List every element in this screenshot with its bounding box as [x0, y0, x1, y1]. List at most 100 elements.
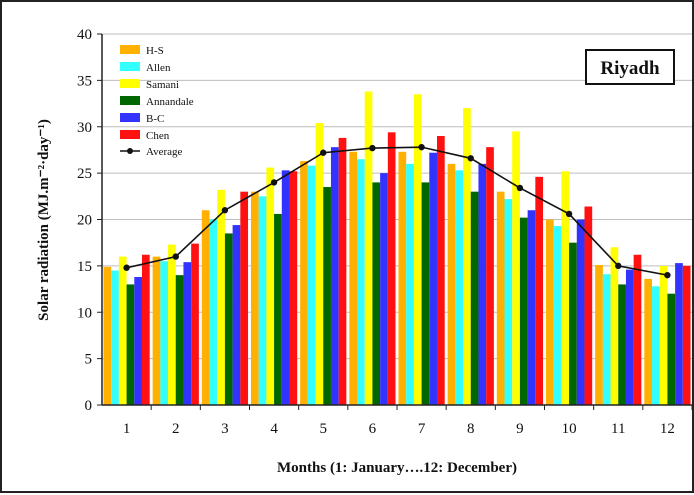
bar-samani [217, 189, 225, 405]
bar-annandale [569, 242, 577, 405]
average-marker [516, 184, 524, 192]
bar-allen [307, 165, 316, 405]
bar-b-c [330, 147, 339, 405]
x-tick-label: 3 [221, 421, 229, 437]
x-tick-label: 5 [320, 421, 328, 437]
bar-annandale [519, 217, 528, 405]
bar-b-c [380, 173, 388, 405]
bar-samani [413, 94, 422, 405]
y-axis-title: Solar radiation (MJ.m⁻²·day⁻¹) [36, 119, 52, 321]
bars [103, 91, 691, 405]
legend-swatch [120, 130, 140, 139]
x-tick-label: 2 [172, 421, 180, 437]
x-tick-label: 11 [611, 421, 625, 437]
x-tick-labels: 1 2 3 4 5 6 7 8 9 10 11 12 [123, 405, 693, 437]
average-marker [467, 155, 474, 162]
x-tick-label: 1 [123, 421, 131, 437]
bar-annandale [618, 284, 626, 405]
average-marker [369, 144, 376, 152]
bar-samani [315, 123, 324, 405]
y-tick-label: 20 [77, 213, 92, 229]
bar-chen [486, 147, 494, 405]
legend-swatch [120, 62, 140, 71]
bar-samani [168, 244, 176, 405]
average-marker [418, 143, 425, 151]
bar-chen [240, 191, 249, 405]
bar-samani [118, 256, 127, 405]
bar-h-s [496, 191, 505, 405]
bar-b-c [527, 210, 536, 405]
bar-allen [258, 196, 267, 405]
bar-h-s [152, 256, 161, 405]
bar-b-c [625, 269, 634, 405]
bar-annandale [667, 293, 676, 405]
legend-swatch [120, 113, 140, 122]
x-tick-label: 6 [369, 421, 377, 437]
station-label: Riyadh [600, 58, 660, 79]
average-marker [664, 271, 671, 279]
bar-b-c [429, 152, 437, 405]
bar-h-s [595, 264, 603, 405]
y-tick-label: 5 [85, 352, 93, 368]
average-line-group [123, 143, 671, 279]
x-tick-label: 12 [660, 421, 675, 437]
bar-b-c [183, 262, 192, 405]
bar-allen [111, 270, 119, 405]
bar-chen [682, 265, 691, 405]
x-tick-label: 10 [562, 421, 577, 437]
bar-annandale [175, 275, 184, 405]
y-tick-label: 25 [77, 166, 92, 182]
bar-annandale [372, 182, 381, 405]
average-marker [270, 179, 278, 186]
bar-allen [455, 170, 464, 405]
bar-chen [141, 254, 150, 405]
bar-b-c [576, 219, 585, 405]
bar-b-c [675, 263, 683, 405]
average-marker [320, 149, 327, 156]
bar-annandale [470, 191, 479, 405]
legend: H-S Allen Samani Annandale B-C Chen Average [120, 45, 194, 158]
bar-h-s [398, 151, 407, 405]
legend-label: Average [146, 146, 183, 158]
bar-h-s [300, 161, 308, 405]
legend-label: H-S [146, 45, 164, 57]
bar-allen [160, 261, 169, 405]
bar-allen [652, 286, 660, 405]
legend-swatch [120, 96, 140, 105]
bar-h-s [545, 219, 554, 405]
y-tick-label: 0 [85, 398, 93, 414]
bar-h-s [103, 266, 112, 405]
legend-label: B-C [146, 113, 164, 125]
bar-h-s [644, 278, 653, 405]
legend-swatch [120, 79, 140, 88]
bar-annandale [274, 213, 282, 405]
bar-chen [191, 243, 199, 405]
bar-annandale [224, 233, 233, 405]
bar-samani [512, 131, 520, 405]
bar-b-c [478, 163, 487, 405]
legend-label: Chen [146, 130, 170, 142]
bar-annandale [126, 284, 135, 405]
bar-chen [633, 254, 642, 405]
bar-chen [535, 176, 544, 405]
y-tick-labels: 0 5 10 15 20 25 30 35 40 [77, 27, 102, 414]
bar-chen [436, 136, 445, 405]
bar-allen [553, 225, 562, 405]
x-axis-title: Months (1: January….12: December) [277, 460, 517, 476]
bar-h-s [349, 151, 358, 405]
bar-samani [463, 108, 471, 405]
bar-annandale [323, 187, 331, 405]
bar-chen [584, 206, 593, 405]
bar-allen [209, 219, 218, 405]
y-tick-label: 40 [77, 27, 92, 43]
average-marker [615, 262, 622, 270]
bar-chen [338, 137, 347, 405]
legend-swatch [120, 45, 140, 54]
x-tick-label: 7 [418, 421, 426, 437]
legend-label: Annandale [146, 96, 194, 108]
x-tick-label: 9 [516, 421, 524, 437]
bar-h-s [201, 210, 210, 405]
average-marker [221, 207, 229, 214]
bar-samani [610, 247, 619, 405]
